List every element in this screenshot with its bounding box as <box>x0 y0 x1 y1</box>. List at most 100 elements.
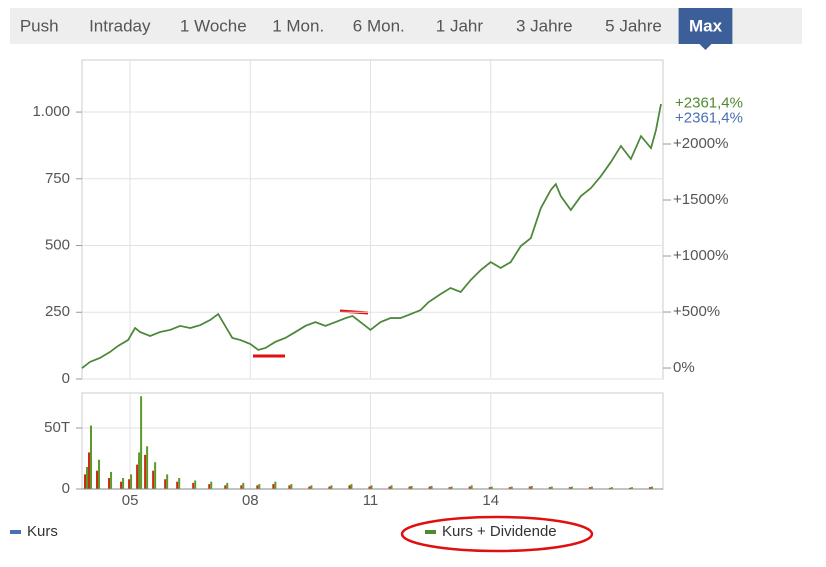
tab[interactable]: 3 Jahre <box>516 16 573 35</box>
volume-bar <box>210 481 213 489</box>
volume-bar <box>468 486 471 489</box>
volume-bar <box>370 485 373 489</box>
volume-bar <box>410 485 413 489</box>
tab[interactable]: 6 Mon. <box>353 16 405 35</box>
legend-label: Kurs + Dividende <box>442 523 557 540</box>
volume-bar <box>390 485 393 489</box>
volume-bar <box>110 471 113 489</box>
volume-bar <box>550 486 553 489</box>
volume-bar <box>308 486 311 489</box>
volume-bar <box>256 485 259 489</box>
volume-bar <box>146 446 149 489</box>
volume-bar <box>470 485 473 489</box>
volume-bar <box>430 485 433 489</box>
volume-bar <box>274 481 277 489</box>
volume-bar <box>328 486 331 489</box>
volume-bar <box>242 482 245 489</box>
volume-bar <box>144 454 147 489</box>
tab[interactable]: 1 Jahr <box>436 16 484 35</box>
y2-tick-label: +1500% <box>673 191 728 208</box>
tab[interactable]: Push <box>20 16 59 35</box>
highlight-circle <box>400 515 594 553</box>
volume-bar <box>510 486 513 489</box>
tab[interactable]: 5 Jahre <box>605 16 662 35</box>
volume-bar <box>90 425 93 489</box>
y-tick-label: 1.000 <box>32 103 70 120</box>
volume-bar <box>84 474 87 489</box>
volume-bar <box>368 486 371 489</box>
volume-bar <box>548 487 551 489</box>
volume-bar <box>310 485 313 489</box>
volume-bar <box>350 484 353 489</box>
x-tick-label: 08 <box>242 492 259 509</box>
volume-bar <box>348 485 351 489</box>
tab-pointer <box>699 44 712 50</box>
volume-bar <box>224 485 227 489</box>
volume-bar <box>330 485 333 489</box>
volume-bar <box>208 484 211 489</box>
volume-bar <box>240 485 243 489</box>
y2-tick-label: 0% <box>673 359 695 376</box>
volume-bar <box>490 486 493 489</box>
volume-bar <box>450 486 453 489</box>
volume-bar <box>530 485 533 489</box>
volume-bar <box>98 459 101 489</box>
end-label: +2361,4% <box>675 94 743 111</box>
volume-bar <box>154 462 157 489</box>
y-tick-label: 0 <box>62 480 70 497</box>
volume-bar <box>140 396 143 489</box>
volume-bar <box>178 478 181 489</box>
tab[interactable]: Max <box>689 16 723 35</box>
volume-bar <box>288 485 291 489</box>
volume-bar <box>96 470 99 489</box>
volume-bar <box>588 487 591 489</box>
y-tick-label: 750 <box>45 170 70 187</box>
volume-bar <box>86 467 89 489</box>
volume-bar <box>194 480 197 489</box>
volume-bar <box>528 486 531 489</box>
volume-bar <box>488 487 491 489</box>
volume-bar <box>120 481 123 489</box>
volume-bar <box>630 487 633 489</box>
volume-bar <box>570 486 573 489</box>
y-tick-label: 50T <box>44 419 70 436</box>
volume-bar <box>258 484 261 489</box>
tab-bar <box>10 8 802 44</box>
tab[interactable]: 1 Woche <box>180 16 247 35</box>
volume-bar <box>108 478 111 489</box>
volume-bar <box>648 487 651 489</box>
volume-bar <box>226 482 229 489</box>
y-tick-label: 250 <box>45 303 70 320</box>
volume-bar <box>448 487 451 489</box>
volume-bar <box>508 487 511 489</box>
volume-bar <box>122 478 125 489</box>
tab-active-bg <box>678 8 733 44</box>
volume-bar <box>164 479 167 489</box>
y-tick-label: 500 <box>45 236 70 253</box>
legend-swatch <box>10 530 21 534</box>
end-label: +2361,4% <box>675 109 743 126</box>
tab[interactable]: Intraday <box>89 16 151 35</box>
y2-tick-label: +500% <box>673 303 720 320</box>
volume-bar <box>610 487 613 489</box>
volume-bar <box>166 474 169 489</box>
volume-frame <box>81 392 664 490</box>
tab[interactable]: 1 Mon. <box>272 16 324 35</box>
legend-swatch <box>425 530 436 534</box>
volume-bar <box>192 482 195 489</box>
volume-bar <box>568 487 571 489</box>
volume-bar <box>128 479 131 489</box>
volume-bar <box>176 481 179 489</box>
volume-bar <box>628 487 631 489</box>
volume-bar <box>650 486 653 489</box>
volume-bar <box>272 484 275 489</box>
legend-label: Kurs <box>27 523 58 540</box>
x-tick-label: 11 <box>363 492 379 509</box>
y-tick-label: 0 <box>62 370 70 387</box>
price-frame <box>81 59 664 380</box>
volume-bar <box>590 486 593 489</box>
volume-bar <box>152 470 155 489</box>
x-tick-label: 05 <box>122 492 139 509</box>
volume-bar <box>428 486 431 489</box>
